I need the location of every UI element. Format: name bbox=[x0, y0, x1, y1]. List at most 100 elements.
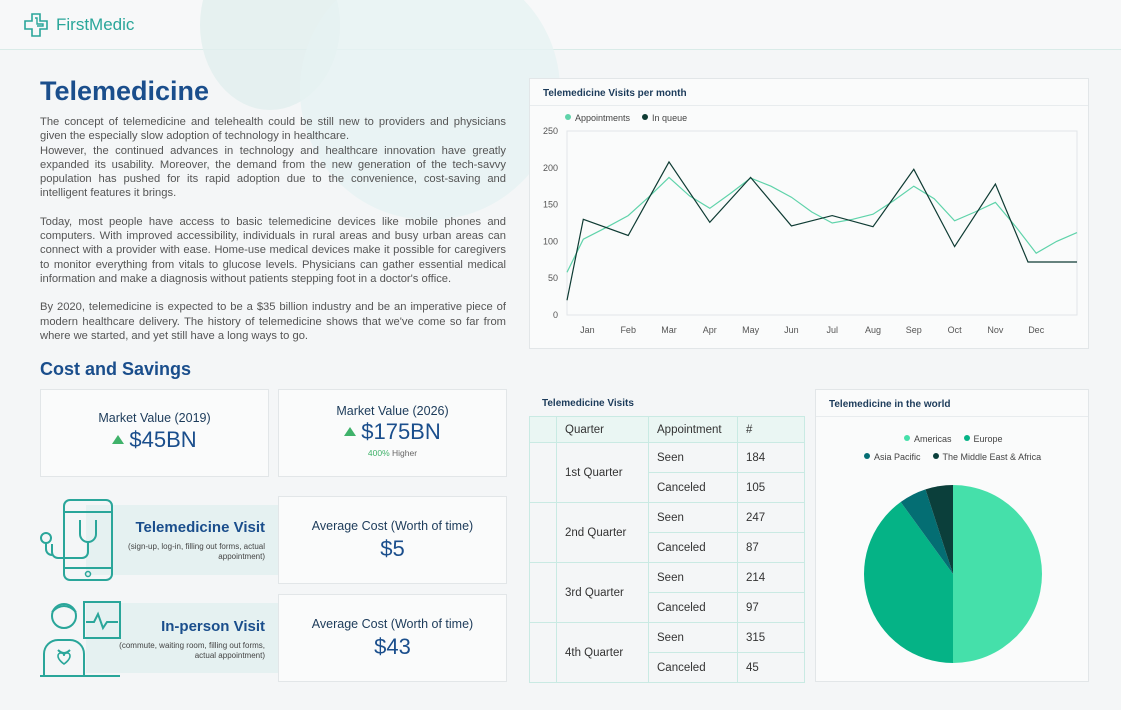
legend-swatch bbox=[904, 435, 910, 441]
pie-slice bbox=[900, 489, 953, 574]
quarter-cell: 3rd Quarter bbox=[556, 562, 649, 623]
table-cell bbox=[529, 622, 557, 683]
page-title: Telemedicine bbox=[40, 76, 210, 106]
count-cell: 87 bbox=[737, 532, 805, 563]
count-cell: 97 bbox=[737, 592, 805, 623]
legend-item[interactable]: Americas bbox=[904, 434, 952, 444]
legend-item[interactable]: Asia Pacific bbox=[864, 452, 921, 462]
count-cell: 214 bbox=[737, 562, 805, 593]
y-tick-label: 50 bbox=[548, 273, 558, 283]
growth-text: Higher bbox=[389, 448, 418, 458]
table-row[interactable]: 4th Quarter Seen 315 bbox=[529, 622, 805, 683]
divider bbox=[816, 416, 1088, 417]
table-header-cell bbox=[529, 416, 557, 443]
world-pie-card: Telemedicine in the world Americas Europ… bbox=[815, 389, 1089, 682]
legend-swatch bbox=[642, 114, 649, 120]
quarter-cell: 1st Quarter bbox=[556, 442, 649, 503]
growth-percent: 400% bbox=[367, 448, 390, 458]
plot-area bbox=[566, 130, 1078, 316]
table-header-cell[interactable]: # bbox=[737, 416, 805, 443]
legend-label: Americas bbox=[914, 434, 952, 444]
market-value-label: Market Value (2019) bbox=[98, 411, 211, 425]
in-person-visit-title: In-person Visit bbox=[161, 618, 265, 635]
market-value-2026-card: Market Value (2026) $175BN 400% Higher bbox=[278, 389, 507, 477]
appointment-cell: Seen bbox=[648, 502, 738, 533]
brand-logo[interactable]: FirstMedic bbox=[24, 13, 134, 37]
table-row[interactable]: Canceled 105 bbox=[530, 472, 805, 503]
table-row[interactable]: 2nd Quarter Seen 247 bbox=[529, 502, 805, 563]
telemedicine-visit-band bbox=[86, 505, 278, 575]
average-cost-label: Average Cost (Worth of time) bbox=[311, 519, 474, 533]
legend-item[interactable]: The Middle East & Africa bbox=[932, 452, 1041, 462]
decorative-circle bbox=[300, 0, 560, 220]
y-tick-label: 250 bbox=[543, 126, 558, 136]
phone-stethoscope-icon bbox=[40, 499, 113, 581]
table-row[interactable]: 3rd Quarter Seen 214 bbox=[529, 562, 805, 623]
appointment-cell: Canceled bbox=[648, 592, 738, 623]
table-row[interactable]: Canceled 45 bbox=[530, 652, 805, 683]
y-tick-label: 200 bbox=[543, 163, 558, 173]
appointment-cell: Seen bbox=[648, 442, 738, 473]
table-cell bbox=[529, 442, 557, 503]
market-value: $175BN bbox=[279, 419, 506, 445]
table-row[interactable]: Canceled 87 bbox=[530, 532, 805, 563]
series-line bbox=[566, 176, 1078, 273]
intro-paragraph: However, the continued advances in techn… bbox=[40, 144, 506, 200]
table-header-cell[interactable]: Quarter bbox=[556, 416, 649, 443]
section-title: Cost and Savings bbox=[40, 359, 192, 379]
legend-swatch bbox=[963, 435, 970, 441]
visits-per-month-card: Telemedicine Visits per month Appointmen… bbox=[529, 78, 1089, 349]
appointment-cell: Seen bbox=[648, 622, 738, 653]
market-value-text: $175BN bbox=[361, 419, 441, 444]
legend-label: Asia Pacific bbox=[874, 452, 921, 462]
legend-item[interactable]: Appointments bbox=[565, 113, 630, 123]
increase-arrow-icon bbox=[344, 427, 357, 436]
x-tick-label: Sep bbox=[906, 325, 922, 335]
count-cell: 247 bbox=[737, 502, 805, 533]
market-value-text: $45BN bbox=[129, 427, 197, 452]
legend-item[interactable]: In queue bbox=[642, 113, 687, 123]
x-tick-label: Mar bbox=[661, 325, 677, 335]
medical-cross-logo-icon bbox=[24, 13, 48, 37]
legend-swatch bbox=[565, 114, 571, 120]
table-header-cell[interactable]: Appointment bbox=[648, 416, 738, 443]
intro-paragraph: Today, most people have access to basic … bbox=[40, 215, 506, 285]
in-person-visit-desc: (commute, waiting room, filling out form… bbox=[119, 641, 265, 660]
pie-legend: Americas Europe bbox=[904, 434, 1003, 444]
quarter-cell: 2nd Quarter bbox=[556, 502, 649, 563]
count-cell: 105 bbox=[737, 472, 805, 503]
table-cell bbox=[529, 502, 557, 563]
in-person-cost-card: Average Cost (Worth of time) $43 bbox=[278, 594, 507, 682]
legend-label: In queue bbox=[652, 113, 688, 123]
appointment-cell: Seen bbox=[648, 562, 738, 593]
market-value-2019-card: Market Value (2019) $45BN bbox=[40, 389, 269, 477]
x-tick-label: Nov bbox=[987, 325, 1004, 335]
legend-item[interactable]: Europe bbox=[963, 434, 1003, 444]
pie-slice bbox=[864, 502, 953, 663]
table-row[interactable]: 1st Quarter Seen 184 bbox=[529, 442, 805, 503]
x-tick-label: Jul bbox=[826, 325, 838, 335]
market-value-label: Market Value (2026) bbox=[336, 404, 449, 418]
appointment-cell: Canceled bbox=[648, 532, 738, 563]
pie-slice bbox=[925, 485, 953, 574]
legend-swatch bbox=[932, 453, 939, 459]
legend-swatch bbox=[864, 453, 870, 459]
average-cost-value: $43 bbox=[374, 634, 411, 659]
x-tick-label: Oct bbox=[948, 325, 963, 335]
pie-chart bbox=[864, 485, 1042, 663]
x-tick-label: May bbox=[742, 325, 760, 335]
pie-slice bbox=[953, 485, 1042, 663]
card-title: Telemedicine in the world bbox=[829, 399, 951, 410]
intro-paragraph: The concept of telemedicine and teleheal… bbox=[40, 116, 506, 143]
x-tick-label: Apr bbox=[703, 325, 717, 335]
divider bbox=[530, 105, 1088, 106]
intro-paragraph: By 2020, telemedicine is expected to be … bbox=[40, 301, 506, 342]
table-row[interactable]: Canceled 97 bbox=[530, 592, 805, 623]
y-tick-label: 0 bbox=[553, 310, 558, 320]
brand-name: FirstMedic bbox=[56, 15, 135, 34]
card-title: Telemedicine Visits per month bbox=[543, 88, 687, 99]
average-cost-label: Average Cost (Worth of time) bbox=[311, 617, 474, 631]
top-bar: FirstMedic bbox=[0, 0, 1121, 50]
legend-label: Appointments bbox=[575, 113, 631, 123]
table-header-row: Quarter Appointment # bbox=[529, 416, 805, 443]
